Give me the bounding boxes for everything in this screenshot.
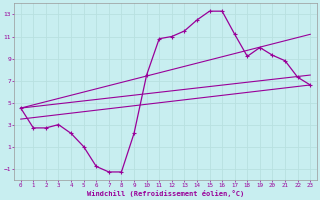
X-axis label: Windchill (Refroidissement éolien,°C): Windchill (Refroidissement éolien,°C) bbox=[87, 190, 244, 197]
